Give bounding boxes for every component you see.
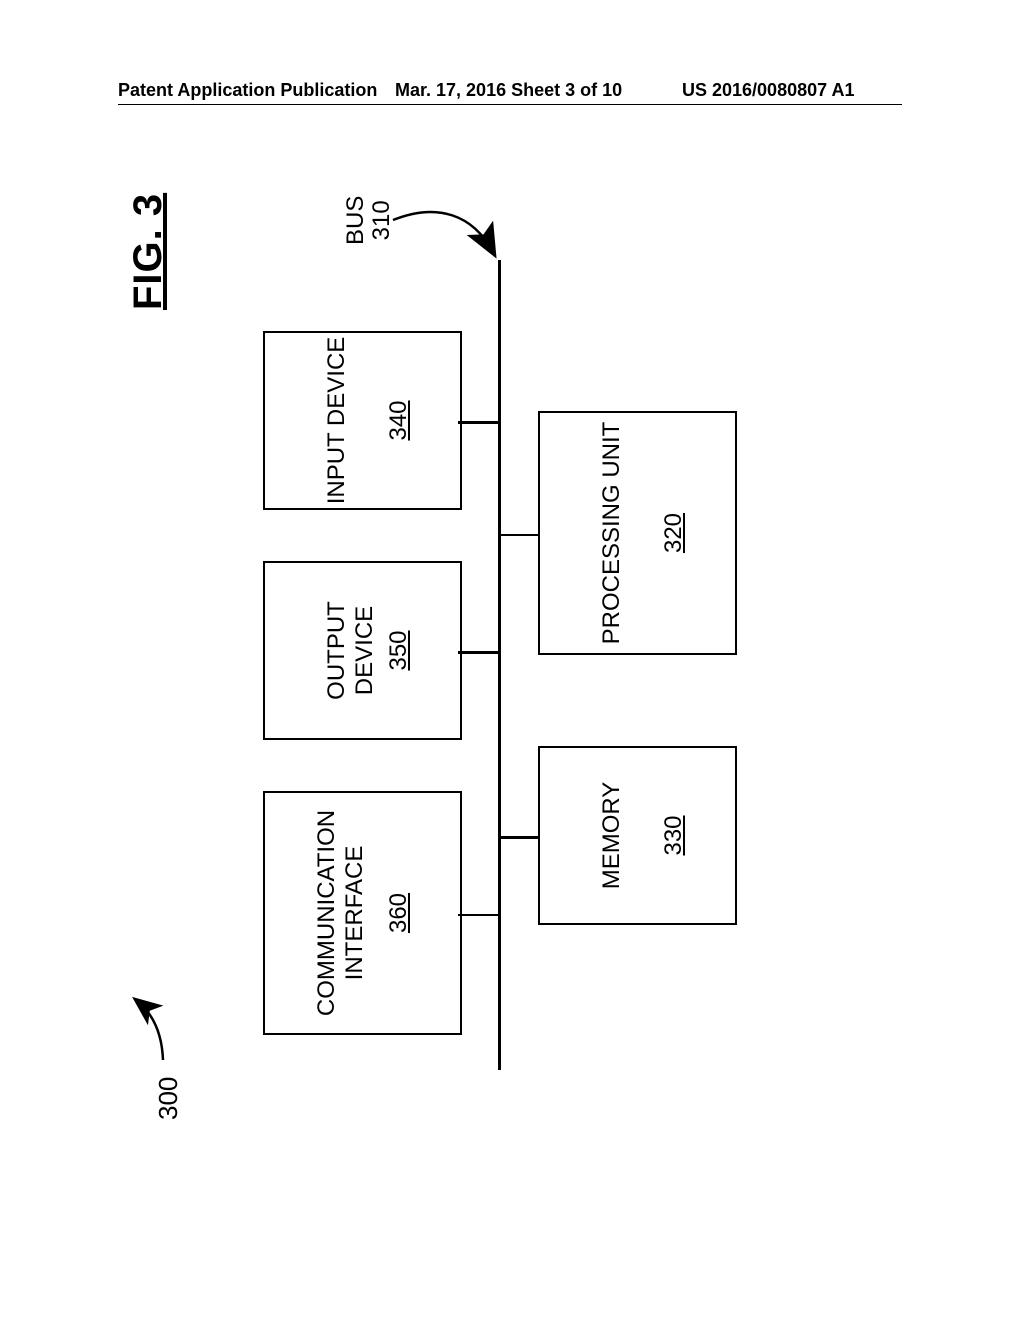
- page-header: Patent Application Publication Mar. 17, …: [0, 80, 1024, 110]
- block-proc: PROCESSING UNIT 320: [538, 411, 737, 655]
- page: Patent Application Publication Mar. 17, …: [0, 0, 1024, 1320]
- bus-label-text: BUS: [342, 196, 369, 245]
- block-memory-ref: 330: [660, 748, 688, 923]
- header-center: Mar. 17, 2016 Sheet 3 of 10: [395, 80, 622, 101]
- block-input-ref: 340: [385, 333, 413, 508]
- block-memory-label: MEMORY: [598, 748, 626, 923]
- stem-proc: [501, 534, 538, 537]
- ref-300-arrow: [126, 970, 193, 1070]
- block-comm-ref: 360: [385, 793, 413, 1033]
- block-output-ref: 350: [385, 563, 413, 738]
- header-rule: [118, 104, 902, 105]
- block-proc-ref: 320: [660, 413, 688, 653]
- stem-memory: [501, 836, 538, 839]
- bus-line: [498, 260, 501, 1070]
- block-comm: COMMUNICATIONINTERFACE 360: [263, 791, 462, 1035]
- block-output-label: OUTPUT DEVICE: [323, 563, 378, 738]
- block-output: OUTPUT DEVICE350: [263, 561, 462, 740]
- block-comm-label: COMMUNICATIONINTERFACE: [313, 793, 368, 1033]
- ref-300-label: 300: [153, 1077, 184, 1120]
- figure-wrap: FIG. 3 300 BUS 310: [118, 150, 902, 1218]
- stem-output: [458, 651, 498, 654]
- stem-comm: [458, 914, 498, 917]
- block-memory: MEMORY 330: [538, 746, 737, 925]
- bus-label: BUS 310: [343, 196, 396, 245]
- figure-title: FIG. 3: [126, 193, 171, 310]
- block-proc-label: PROCESSING UNIT: [598, 413, 626, 653]
- bus-label-ref: 310: [368, 200, 395, 240]
- block-input-label: INPUT DEVICE: [323, 333, 351, 508]
- figure: FIG. 3 300 BUS 310: [118, 150, 858, 1130]
- bus-pointer: [118, 150, 858, 1130]
- header-right: US 2016/0080807 A1: [682, 80, 854, 101]
- header-left: Patent Application Publication: [118, 80, 377, 101]
- stem-input: [458, 421, 498, 424]
- block-input: INPUT DEVICE 340: [263, 331, 462, 510]
